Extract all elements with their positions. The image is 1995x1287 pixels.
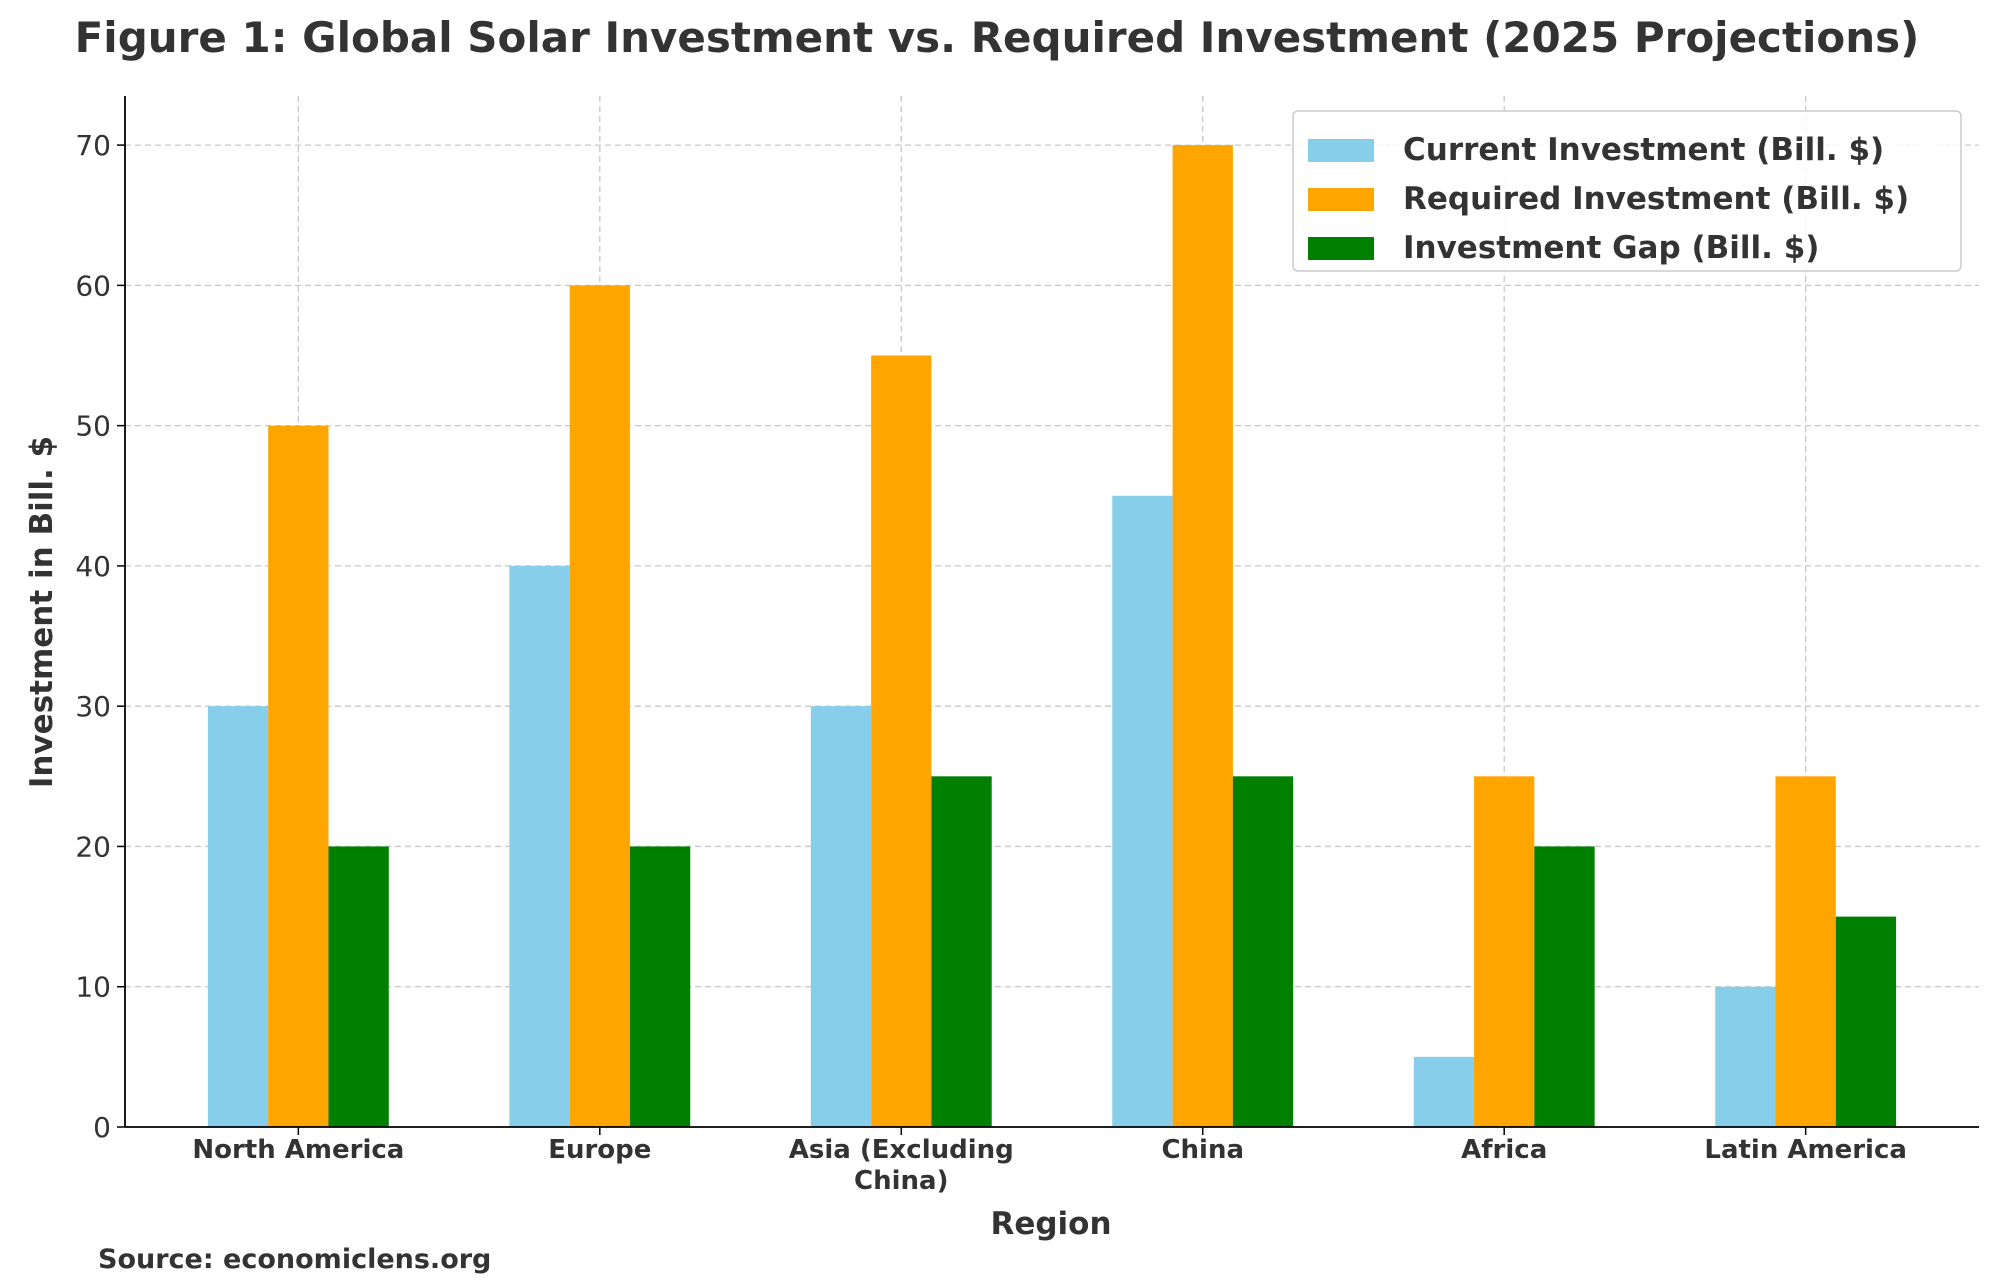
bar xyxy=(810,706,872,1127)
x-tick-label-line: Europe xyxy=(548,1135,651,1165)
y-tick-label: 30 xyxy=(75,690,111,723)
bar xyxy=(207,706,269,1127)
x-tick-label-line: North America xyxy=(192,1135,404,1165)
legend-box xyxy=(1292,110,1962,272)
bar xyxy=(871,355,932,1127)
bar xyxy=(509,565,570,1127)
x-axis-label: Region xyxy=(990,1206,1111,1242)
axes xyxy=(117,96,1979,1135)
chart-title: Figure 1: Global Solar Investment vs. Re… xyxy=(75,13,1920,62)
y-tick-label: 20 xyxy=(75,830,111,863)
legend-swatch xyxy=(1308,237,1374,260)
x-tick-labels: North America Europe Asia (Excluding China)… xyxy=(192,1135,1907,1196)
bar xyxy=(1775,776,1836,1127)
x-tick-label-line: Asia (Excluding xyxy=(789,1135,1014,1165)
x-tick-label-line: Africa xyxy=(1461,1135,1547,1165)
y-tick-labels: 0 10 20 30 40 50 60 70 xyxy=(75,129,111,1144)
bar xyxy=(569,285,630,1128)
x-tick-label-line: China) xyxy=(854,1166,948,1196)
bar xyxy=(1534,846,1595,1127)
legend-swatch xyxy=(1308,139,1374,162)
bar xyxy=(931,776,992,1127)
y-tick-label: 60 xyxy=(75,269,111,302)
bar xyxy=(1172,145,1233,1128)
x-tick-label: Asia (Excluding China) xyxy=(789,1135,1014,1196)
legend-label: Required Investment (Bill. $) xyxy=(1403,181,1909,217)
y-tick-label: 0 xyxy=(93,1111,111,1144)
bar xyxy=(328,846,389,1127)
bar xyxy=(1112,495,1173,1127)
x-tick-label-line: China xyxy=(1161,1135,1244,1165)
y-tick-label: 50 xyxy=(75,410,111,443)
bar xyxy=(1835,916,1897,1127)
legend: Current Investment (Bill. $) Required Inv… xyxy=(1292,110,1962,272)
y-tick-label: 70 xyxy=(75,129,111,162)
legend-label: Current Investment (Bill. $) xyxy=(1403,132,1884,168)
bar xyxy=(1232,776,1294,1127)
bar xyxy=(629,846,691,1127)
x-tick-label: Africa xyxy=(1461,1135,1547,1165)
bar xyxy=(268,425,329,1127)
x-tick-label-line: Latin America xyxy=(1704,1135,1907,1165)
bar xyxy=(1413,1056,1475,1127)
x-tick-label: China xyxy=(1161,1135,1244,1165)
source-note: Source: economiclens.org xyxy=(98,1244,491,1275)
y-tick-label: 10 xyxy=(75,971,111,1004)
bar xyxy=(1715,986,1776,1127)
x-tick-label: Europe xyxy=(548,1135,651,1165)
y-axis-label: Investment in Bill. $ xyxy=(24,436,60,788)
y-tick-label: 40 xyxy=(75,550,111,583)
legend-label: Investment Gap (Bill. $) xyxy=(1403,230,1819,266)
bar xyxy=(1474,776,1535,1127)
bars xyxy=(207,145,1897,1128)
x-tick-label: Latin America xyxy=(1704,1135,1907,1165)
legend-swatch xyxy=(1308,188,1374,211)
x-tick-label: North America xyxy=(192,1135,404,1165)
